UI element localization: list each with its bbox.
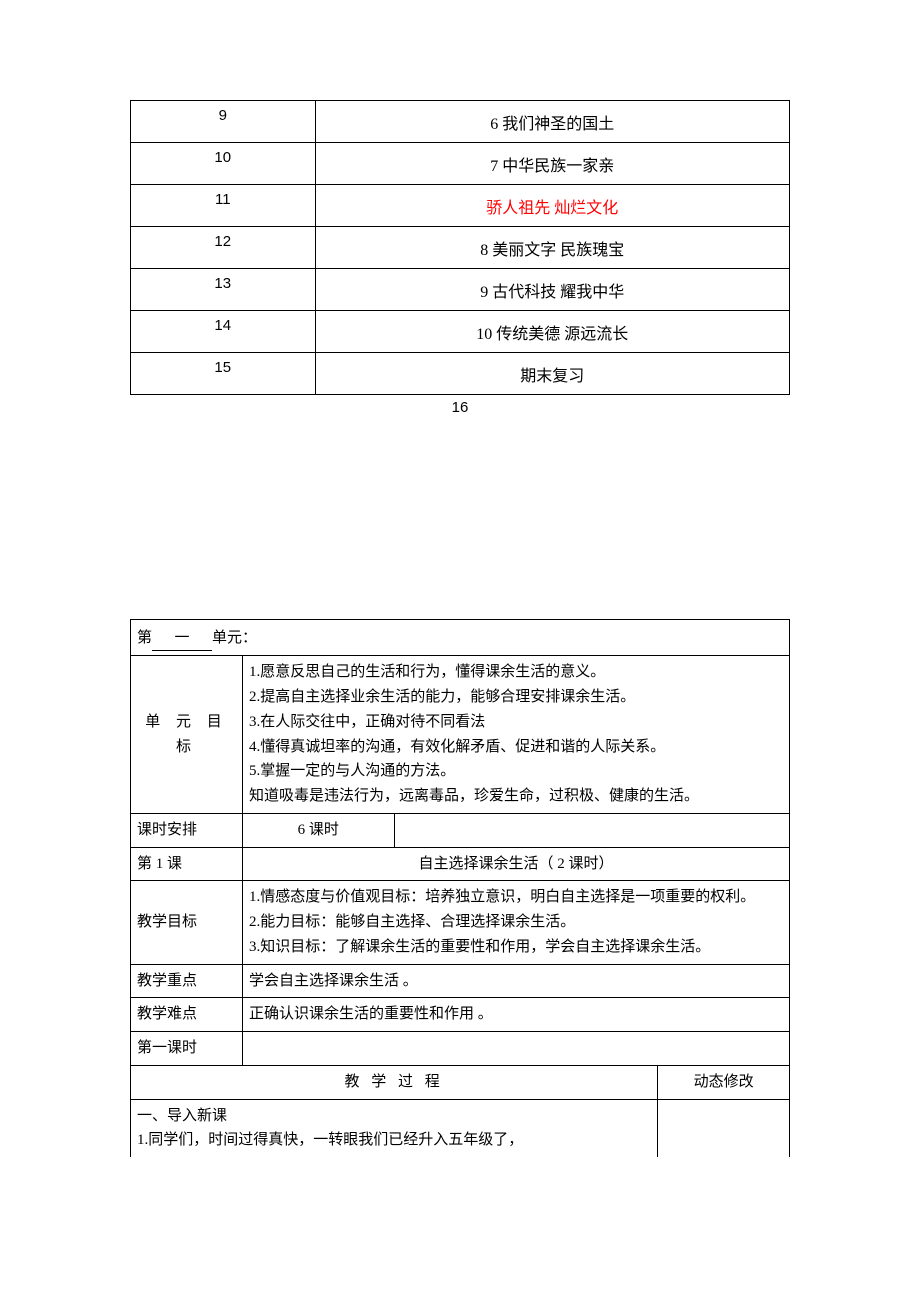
hours-value: 6 课时 xyxy=(243,813,395,847)
schedule-content: 8 美丽文字 民族瑰宝 xyxy=(315,227,789,269)
period1-blank xyxy=(243,1032,790,1066)
lesson1-title: 自主选择课余生活（ 2 课时） xyxy=(243,847,790,881)
unit-plan-table: 第一单元： 单 元 目 标 1.愿意反思自己的生活和行为，懂得课余生活的意义。2… xyxy=(130,619,790,1158)
schedule-content: 10 传统美德 源远流长 xyxy=(315,311,789,353)
teach-goal-label: 教学目标 xyxy=(131,881,243,964)
teach-goal: 1.情感态度与价值观目标：培养独立意识，明白自主选择是一项重要的权利。2.能力目… xyxy=(243,881,790,964)
process-header: 教 学 过 程 xyxy=(131,1065,658,1099)
hours-label: 课时安排 xyxy=(131,813,243,847)
lesson1-label: 第 1 课 xyxy=(131,847,243,881)
section-gap xyxy=(130,419,790,619)
schedule-week-number: 11 xyxy=(131,185,316,227)
schedule-content: 7 中华民族一家亲 xyxy=(315,143,789,185)
unit-prefix: 第 xyxy=(137,630,152,646)
hours-blank xyxy=(394,813,789,847)
difficulty-value: 正确认识课余生活的重要性和作用 。 xyxy=(243,998,790,1032)
focus-label: 教学重点 xyxy=(131,964,243,998)
schedule-content: 骄人祖先 灿烂文化 xyxy=(315,185,789,227)
schedule-trailing-number: 16 xyxy=(131,395,790,419)
unit-goals-label: 单 元 目 标 xyxy=(131,656,243,814)
unit-suffix: 单元： xyxy=(212,630,257,646)
unit-title-cell: 第一单元： xyxy=(131,619,790,656)
schedule-week-number: 15 xyxy=(131,353,316,395)
modify-blank xyxy=(658,1099,790,1157)
schedule-content: 9 古代科技 耀我中华 xyxy=(315,269,789,311)
schedule-week-number: 14 xyxy=(131,311,316,353)
schedule-week-number: 12 xyxy=(131,227,316,269)
schedule-week-number: 13 xyxy=(131,269,316,311)
schedule-content: 期末复习 xyxy=(315,353,789,395)
schedule-table: 96 我们神圣的国土107 中华民族一家亲11骄人祖先 灿烂文化128 美丽文字… xyxy=(130,100,790,419)
unit-number: 一 xyxy=(152,626,212,652)
schedule-content: 6 我们神圣的国土 xyxy=(315,101,789,143)
difficulty-label: 教学难点 xyxy=(131,998,243,1032)
focus-value: 学会自主选择课余生活 。 xyxy=(243,964,790,998)
unit-goals: 1.愿意反思自己的生活和行为，懂得课余生活的意义。2.提高自主选择业余生活的能力… xyxy=(243,656,790,814)
schedule-week-number: 10 xyxy=(131,143,316,185)
intro-text: 一、导入新课1.同学们，时间过得真快，一转眼我们已经升入五年级了， xyxy=(131,1099,658,1157)
schedule-week-number: 9 xyxy=(131,101,316,143)
modify-header: 动态修改 xyxy=(658,1065,790,1099)
period1-label: 第一课时 xyxy=(131,1032,243,1066)
